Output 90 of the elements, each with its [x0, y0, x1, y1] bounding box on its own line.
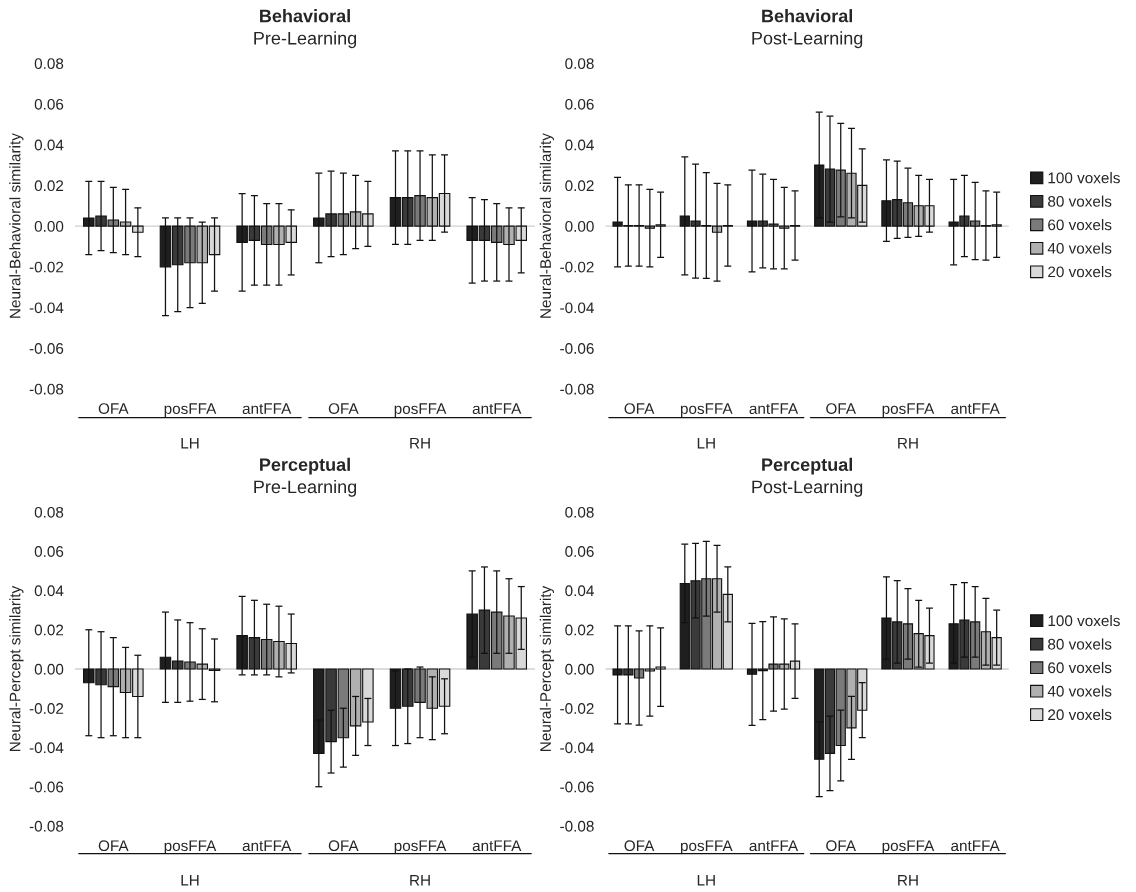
y-tick-label: 0.08: [565, 506, 594, 518]
y-tick-label: -0.08: [29, 383, 64, 395]
x-tick-label: antFFA: [749, 403, 799, 415]
x-tick-label: antFFA: [472, 403, 522, 415]
chart-subtitle: Post-Learning: [752, 479, 863, 497]
x-tick-label: OFA: [328, 403, 359, 415]
y-tick-label: 0.08: [565, 58, 594, 70]
text: LH: [181, 437, 199, 449]
legend-label: 60 voxels: [1048, 219, 1112, 231]
y-tick-label: -0.06: [560, 781, 594, 793]
y-tick-label: 0.08: [34, 58, 64, 70]
y-axis-title: Neural-Behavioral similarity: [9, 133, 24, 318]
y-tick-label: 0.04: [565, 585, 594, 597]
x-tick-label: antFFA: [951, 840, 1000, 852]
x-tick-label: antFFA: [472, 840, 522, 852]
y-tick-label: -0.08: [29, 820, 64, 832]
y-tick-label: -0.02: [560, 261, 594, 273]
chart-title: Perceptual: [260, 457, 350, 475]
text: RH: [410, 874, 430, 886]
y-axis-title: Neural-Percept similarity: [539, 585, 554, 751]
y-tick-label: 0.02: [565, 624, 594, 636]
y-tick-label: 0.00: [565, 663, 594, 675]
x-tick-label: posFFA: [394, 403, 447, 418]
x-tick-label: antFFA: [749, 840, 799, 852]
x-tick-label: posFFA: [680, 840, 733, 855]
y-tick-label: 0.06: [565, 98, 594, 110]
x-tick-label: OFA: [624, 403, 655, 415]
legend-label: 40 voxels: [1047, 242, 1112, 254]
legend-label: 80 voxels: [1048, 195, 1112, 207]
y-tick-label: 0.08: [34, 506, 64, 518]
y-tick-label: -0.06: [560, 343, 594, 354]
y-tick-label: -0.08: [560, 383, 594, 395]
chart-subtitle: Pre-Learning: [254, 31, 357, 49]
legend-label: 40 voxels: [1047, 685, 1112, 697]
x-tick-label: antFFA: [242, 840, 292, 852]
y-tick-label: -0.04: [560, 742, 594, 754]
x-tick-label: posFFA: [882, 840, 935, 855]
legend-label: 100 voxels: [1048, 172, 1120, 184]
x-tick-label: OFA: [98, 403, 129, 415]
x-tick-label: antFFA: [951, 403, 1000, 415]
y-tick-label: 0.06: [34, 98, 64, 110]
x-tick-label: posFFA: [164, 403, 217, 418]
y-tick-label: 0.04: [34, 585, 64, 597]
y-tick-label: -0.02: [560, 703, 594, 714]
chart-title: Behavioral: [260, 9, 350, 23]
y-tick-label: -0.02: [29, 703, 64, 714]
y-axis-title: Neural-Behavioral similarity: [539, 133, 554, 318]
y-tick-label: 0.02: [565, 180, 594, 192]
y-tick-label: 0.00: [565, 220, 594, 232]
x-tick-label: OFA: [826, 840, 856, 852]
chart-subtitle: Pre-Learning: [254, 479, 357, 497]
text: RH: [898, 874, 918, 886]
y-tick-label: 0.00: [34, 220, 64, 232]
y-tick-label: -0.04: [29, 302, 64, 314]
x-tick-label: OFA: [624, 840, 655, 852]
y-tick-label: 0.02: [34, 624, 64, 636]
x-tick-label: posFFA: [680, 403, 733, 418]
text: RH: [898, 437, 918, 449]
y-tick-label: -0.06: [29, 343, 64, 354]
x-tick-label: antFFA: [242, 403, 292, 415]
y-tick-label: -0.04: [29, 742, 64, 754]
legend-label: 80 voxels: [1048, 638, 1112, 650]
text: RH: [410, 437, 430, 449]
y-tick-label: -0.08: [560, 820, 594, 832]
chart-title: Perceptual: [762, 457, 853, 475]
y-tick-label: 0.04: [565, 139, 594, 151]
chart-subtitle: Post-Learning: [752, 31, 863, 49]
y-axis-title: Neural-Percept similarity: [9, 585, 24, 751]
y-tick-label: -0.06: [29, 781, 64, 793]
legend-label: 60 voxels: [1048, 661, 1112, 674]
text: LH: [697, 874, 715, 886]
y-tick-label: 0.06: [565, 546, 594, 557]
y-tick-label: 0.02: [34, 180, 64, 192]
legend-label: 100 voxels: [1048, 614, 1120, 627]
x-tick-label: OFA: [98, 840, 129, 852]
legend-label: 20 voxels: [1048, 708, 1112, 721]
text: LH: [181, 874, 199, 886]
chart-title: Behavioral: [762, 9, 853, 23]
y-tick-label: -0.04: [560, 302, 594, 314]
y-tick-label: 0.04: [34, 139, 64, 151]
x-tick-label: posFFA: [394, 840, 447, 855]
legend-label: 20 voxels: [1048, 266, 1112, 278]
text: LH: [697, 437, 715, 449]
x-tick-label: posFFA: [164, 840, 217, 855]
y-tick-label: 0.00: [34, 663, 64, 675]
x-tick-label: OFA: [826, 403, 856, 415]
x-tick-label: OFA: [328, 840, 359, 852]
y-tick-label: 0.06: [34, 546, 64, 557]
y-tick-label: -0.02: [29, 261, 64, 273]
x-tick-label: posFFA: [882, 403, 935, 418]
